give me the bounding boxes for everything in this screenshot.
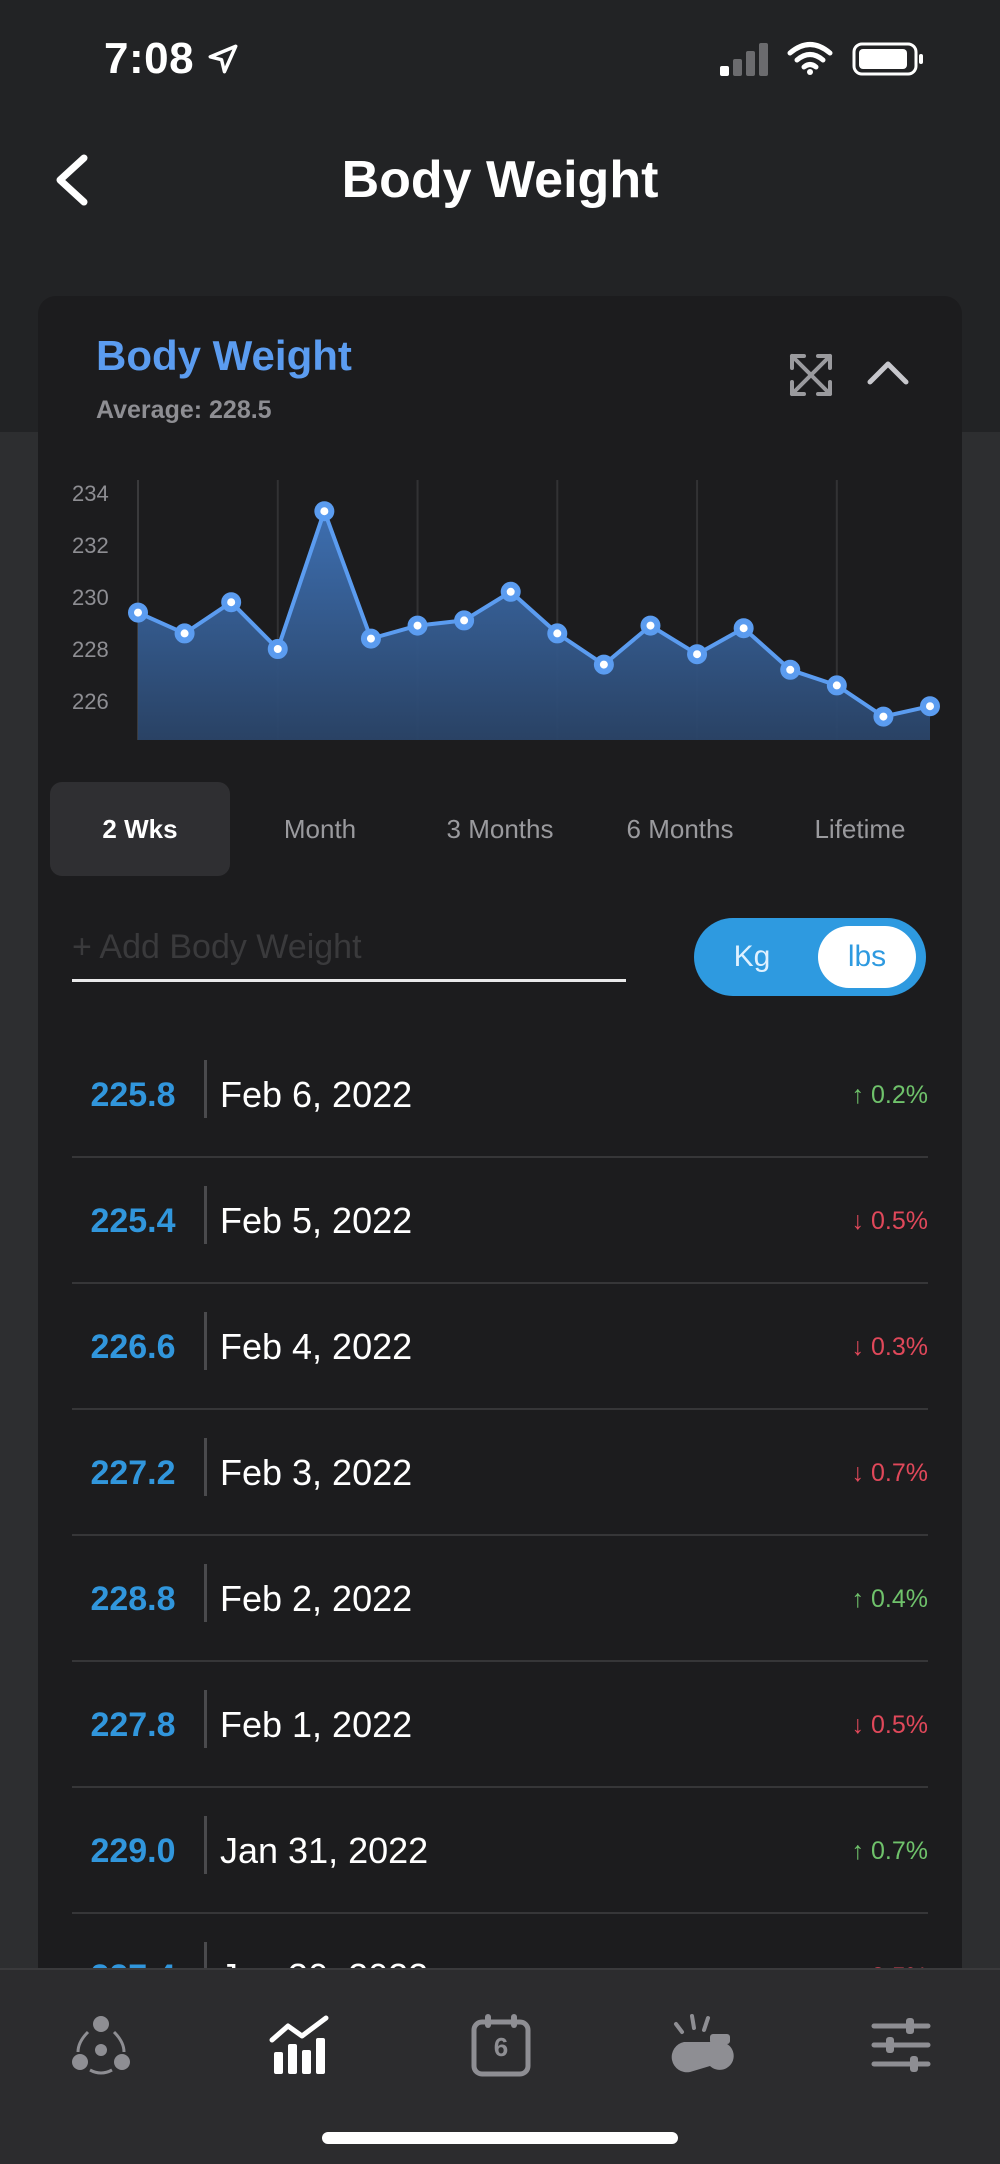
entry-date: Feb 3, 2022 bbox=[220, 1452, 413, 1493]
status-bar: 7:08 bbox=[0, 0, 1000, 120]
range-tab-3-months[interactable]: 3 Months bbox=[446, 813, 554, 844]
expand-icon[interactable] bbox=[786, 350, 836, 400]
weight-entry-row[interactable]: 228.8 Feb 2, 2022 ↑ 0.4% bbox=[72, 1536, 928, 1662]
entry-weight: 229.0 bbox=[90, 1832, 176, 1870]
back-chevron-icon[interactable] bbox=[50, 152, 94, 208]
average-label: Average: 228.5 bbox=[96, 396, 272, 424]
entry-divider bbox=[204, 1564, 207, 1622]
entry-date: Feb 5, 2022 bbox=[220, 1200, 413, 1241]
weight-entry-row[interactable]: 225.4 Feb 5, 2022 ↓ 0.5% bbox=[72, 1158, 928, 1284]
weight-entry-row[interactable]: 226.6 Feb 4, 2022 ↓ 0.3% bbox=[72, 1284, 928, 1410]
whistle-icon[interactable] bbox=[666, 2010, 736, 2080]
chart-icon[interactable] bbox=[266, 2010, 336, 2080]
entry-divider bbox=[204, 1690, 207, 1748]
weight-entry-row[interactable]: 225.8 Feb 6, 2022 ↑ 0.2% bbox=[72, 1032, 928, 1158]
entry-weight: 227.8 bbox=[90, 1706, 176, 1744]
range-tab-2-wks[interactable]: 2 Wks bbox=[50, 782, 230, 876]
calendar-frame bbox=[471, 2014, 531, 2077]
entry-date: Feb 6, 2022 bbox=[220, 1074, 413, 1115]
entry-date: Feb 1, 2022 bbox=[220, 1704, 413, 1745]
chart-point[interactable] bbox=[920, 696, 940, 717]
weight-entries-list: 225.8 Feb 6, 2022 ↑ 0.2% 225.4 Feb 5, 2022 ↓ … bbox=[72, 1032, 928, 1996]
entry-divider bbox=[204, 1186, 207, 1244]
entry-divider bbox=[204, 1060, 207, 1118]
community-icon[interactable] bbox=[66, 2010, 136, 2080]
chart-point[interactable] bbox=[687, 644, 708, 665]
entry-divider bbox=[204, 1816, 207, 1874]
chart-point[interactable] bbox=[640, 615, 661, 636]
chart-point[interactable] bbox=[780, 659, 801, 680]
entry-change: ↓ 0.3% bbox=[851, 1333, 928, 1361]
unit-kg-option[interactable]: Kg bbox=[733, 940, 771, 973]
entry-date: Feb 2, 2022 bbox=[220, 1578, 413, 1619]
chart-point[interactable] bbox=[174, 623, 195, 644]
home-indicator bbox=[322, 2132, 678, 2144]
entry-weight: 225.4 bbox=[90, 1202, 176, 1240]
entry-weight: 227.2 bbox=[90, 1454, 176, 1492]
chart-point[interactable] bbox=[593, 654, 614, 675]
calendar-icon[interactable]: 6 bbox=[466, 2010, 536, 2080]
status-time: 7:08 bbox=[104, 34, 195, 83]
y-tick-label: 228 bbox=[72, 637, 109, 662]
body-weight-card: Body Weight Average: 228.5 226 228 230 232 2… bbox=[38, 296, 962, 1996]
entry-divider bbox=[204, 1312, 207, 1370]
entry-change: ↓ 0.5% bbox=[851, 1207, 928, 1235]
weight-entry-row[interactable]: 227.2 Feb 3, 2022 ↓ 0.7% bbox=[72, 1410, 928, 1536]
y-tick-label: 230 bbox=[72, 585, 109, 610]
page-title: Body Weight bbox=[341, 151, 659, 209]
chevron-up-icon[interactable] bbox=[864, 358, 912, 388]
chart-point[interactable] bbox=[733, 618, 754, 639]
entry-divider bbox=[204, 1438, 207, 1496]
unit-toggle[interactable]: Kg lbs bbox=[694, 918, 926, 996]
chart-point[interactable] bbox=[547, 623, 568, 644]
chart-point[interactable] bbox=[500, 581, 521, 602]
chart-point[interactable] bbox=[407, 615, 428, 636]
range-tab-month[interactable]: Month bbox=[283, 813, 357, 844]
range-tab-lifetime[interactable]: Lifetime bbox=[814, 813, 906, 844]
entry-weight: 228.8 bbox=[90, 1580, 176, 1618]
entry-weight: 226.6 bbox=[90, 1328, 176, 1366]
entry-change: ↓ 0.7% bbox=[851, 1459, 928, 1487]
chart-point[interactable] bbox=[221, 592, 242, 613]
y-tick-label: 232 bbox=[72, 533, 109, 558]
entry-change: ↑ 0.2% bbox=[851, 1081, 928, 1109]
entry-change: ↑ 0.7% bbox=[851, 1837, 928, 1865]
chart-point[interactable] bbox=[360, 628, 381, 649]
range-tab-6-months[interactable]: 6 Months bbox=[626, 813, 734, 844]
unit-lbs-option[interactable]: lbs bbox=[818, 926, 916, 988]
chart-point[interactable] bbox=[873, 706, 894, 727]
entry-weight: 225.8 bbox=[90, 1076, 176, 1114]
chart-area bbox=[138, 511, 930, 740]
card-title: Body Weight bbox=[96, 332, 352, 379]
entry-date: Jan 31, 2022 bbox=[220, 1830, 429, 1871]
chart-point[interactable] bbox=[826, 675, 847, 696]
entry-change: ↓ 0.5% bbox=[851, 1711, 928, 1739]
cellular-signal-icon bbox=[720, 43, 768, 76]
chart-point[interactable] bbox=[314, 501, 335, 522]
chart-point[interactable] bbox=[128, 602, 148, 623]
entry-change: ↑ 0.4% bbox=[851, 1585, 928, 1613]
chart-point[interactable] bbox=[267, 639, 288, 659]
wifi-icon bbox=[787, 42, 833, 75]
weight-entry-row[interactable]: 227.8 Feb 1, 2022 ↓ 0.5% bbox=[72, 1662, 928, 1788]
y-tick-label: 226 bbox=[72, 689, 109, 714]
add-body-weight-input[interactable] bbox=[72, 916, 626, 982]
calendar-day: 6 bbox=[493, 2032, 509, 2062]
sliders-icon[interactable] bbox=[866, 2010, 936, 2080]
weight-chart: 226 228 230 232 234 bbox=[72, 480, 940, 740]
bottom-tab-bar: 6 bbox=[0, 1968, 1000, 2164]
range-tabs: 2 Wks Month 3 Months 6 Months Lifetime bbox=[50, 782, 950, 876]
chart-point[interactable] bbox=[454, 610, 475, 631]
weight-entry-row[interactable]: 229.0 Jan 31, 2022 ↑ 0.7% bbox=[72, 1788, 928, 1914]
y-tick-label: 234 bbox=[72, 481, 109, 506]
entry-date: Feb 4, 2022 bbox=[220, 1326, 413, 1367]
battery-icon bbox=[852, 42, 923, 76]
location-arrow-icon bbox=[208, 44, 238, 74]
